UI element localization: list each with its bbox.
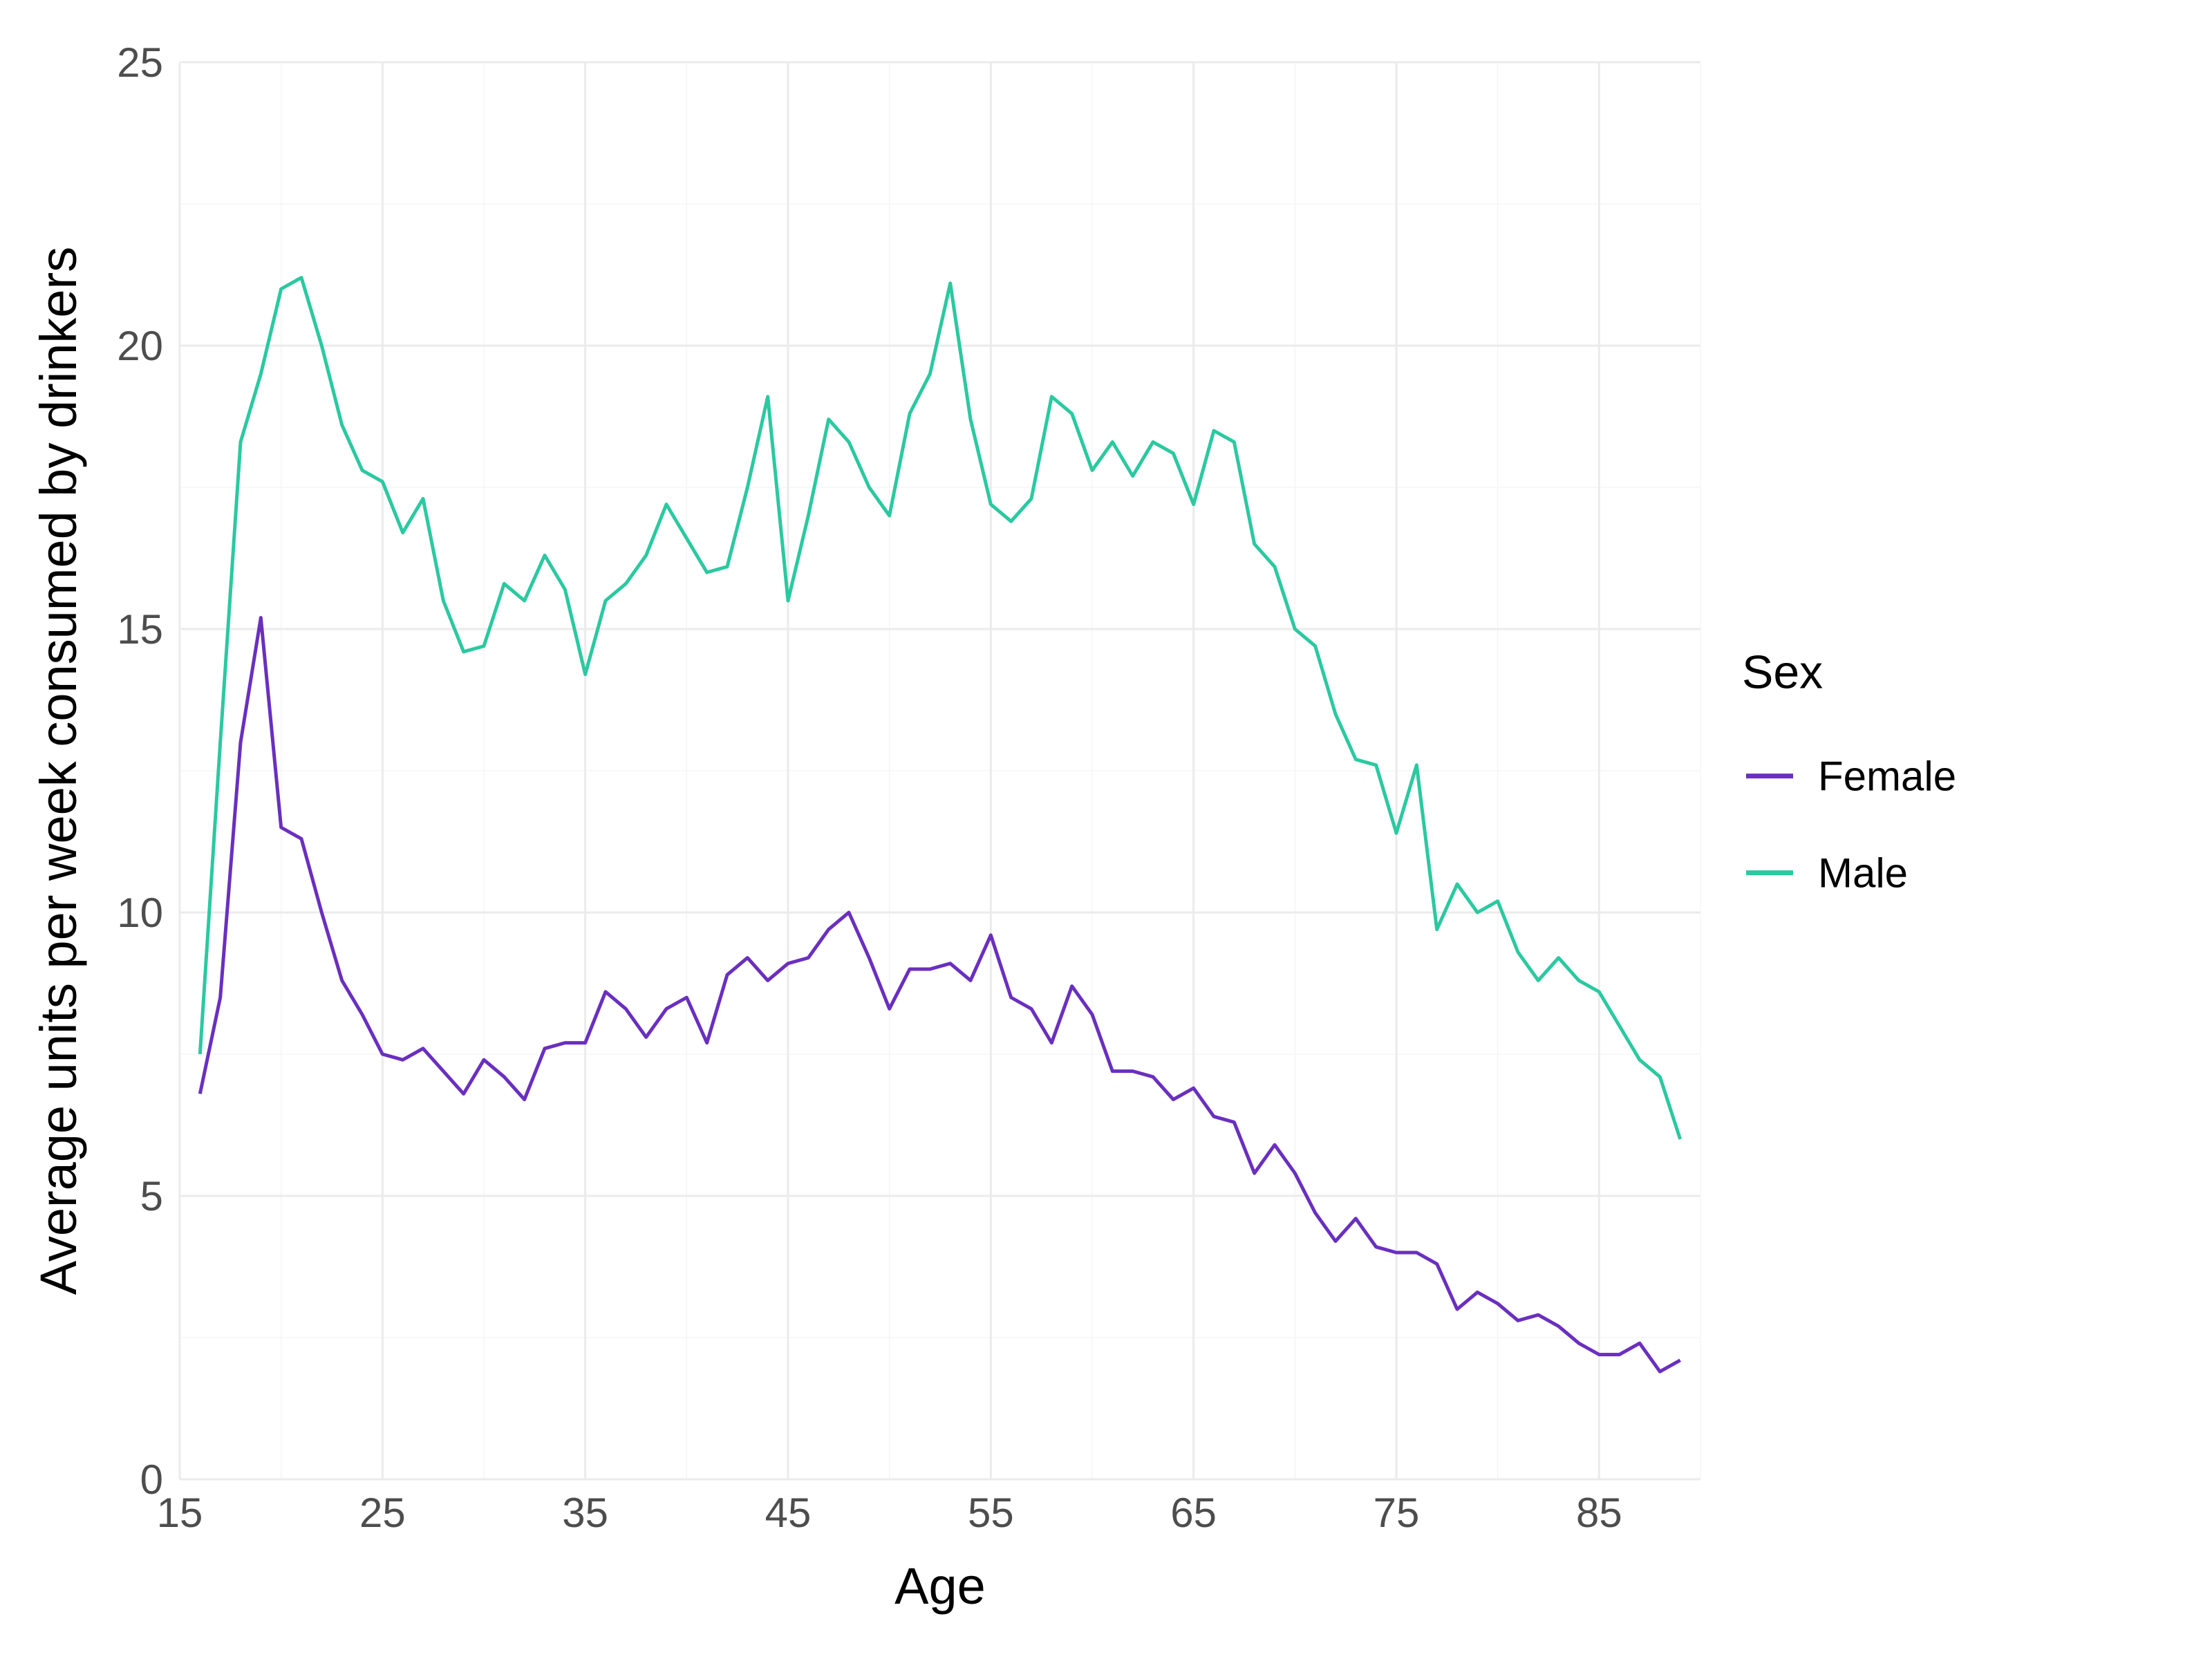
x-tick-label: 25	[359, 1490, 406, 1536]
y-tick-label: 0	[140, 1456, 163, 1503]
x-tick-label: 75	[1374, 1490, 1420, 1536]
x-tick-label: 15	[157, 1490, 203, 1536]
x-tick-label: 35	[562, 1490, 608, 1536]
y-tick-label: 15	[117, 606, 163, 653]
x-tick-label: 85	[1576, 1490, 1622, 1536]
y-tick-label: 10	[117, 890, 163, 936]
chart-container: 15 25 35 45 55 65 75 85 0 5 10 15 20 25 Age Average uni…	[0, 0, 2212, 1659]
x-tick-label: 45	[765, 1490, 812, 1536]
y-tick-label: 25	[117, 39, 163, 86]
legend-label-male: Male	[1818, 850, 1908, 897]
legend-title: Sex	[1742, 646, 1823, 698]
y-tick-label: 20	[117, 323, 163, 369]
line-chart: 15 25 35 45 55 65 75 85 0 5 10 15 20 25 Age Average uni…	[0, 0, 2212, 1659]
legend-label-female: Female	[1818, 753, 1956, 800]
x-tick-label: 65	[1170, 1490, 1217, 1536]
x-axis-title: Age	[894, 1557, 986, 1615]
x-tick-label: 55	[968, 1490, 1014, 1536]
y-tick-label: 5	[140, 1173, 163, 1219]
y-axis-title: Average units per week consumed by drink…	[30, 247, 87, 1295]
